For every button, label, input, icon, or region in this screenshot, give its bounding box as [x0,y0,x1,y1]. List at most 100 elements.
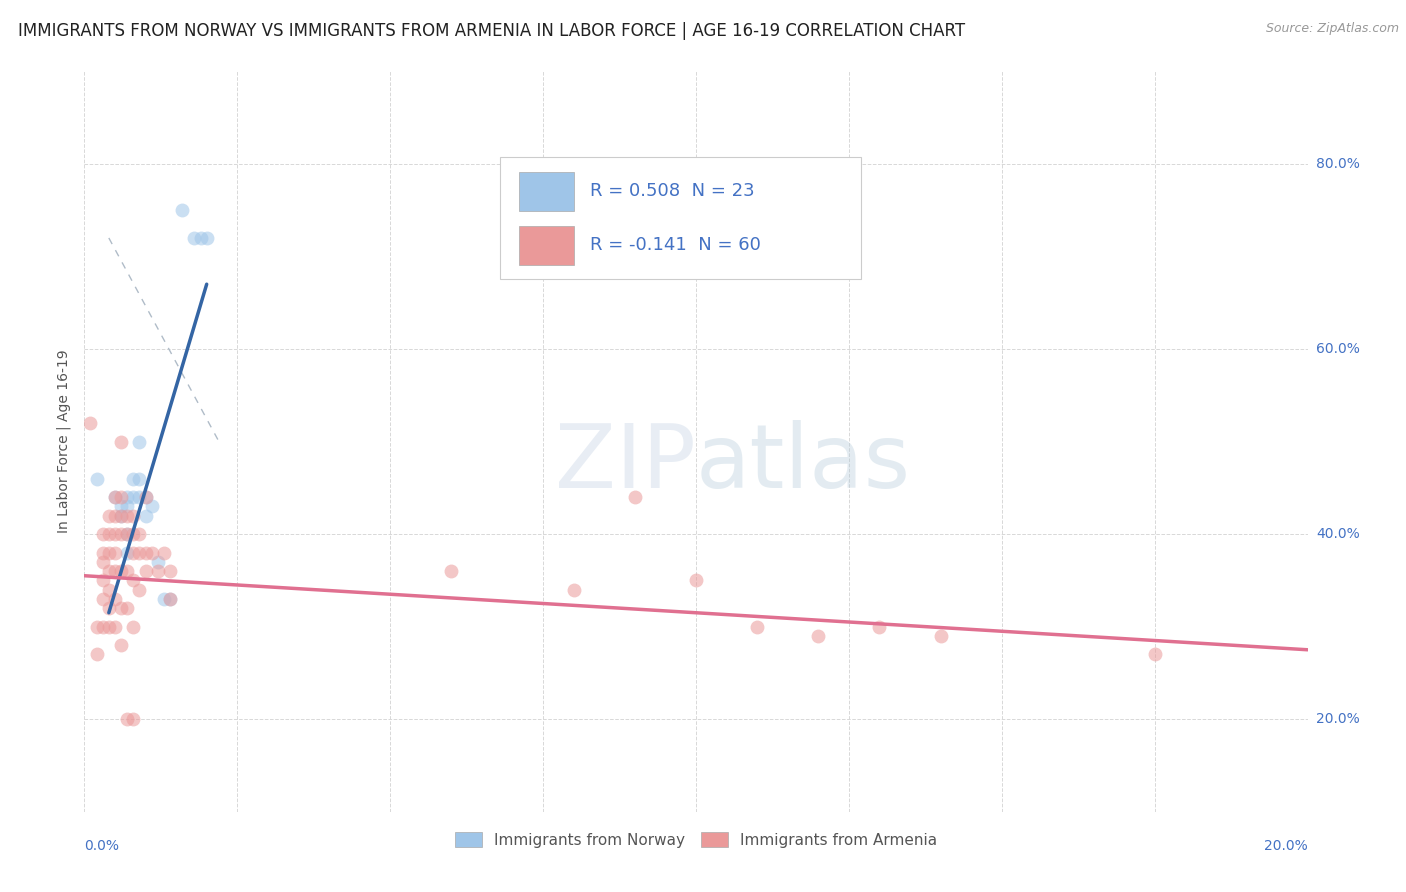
Point [562,582,585,597]
FancyBboxPatch shape [501,156,860,278]
Point [91,574,114,588]
Point [110,601,132,615]
Text: IMMIGRANTS FROM NORWAY VS IMMIGRANTS FROM ARMENIA IN LABOR FORCE | AGE 16-19 COR: IMMIGRANTS FROM NORWAY VS IMMIGRANTS FRO… [18,22,966,40]
Text: 60.0%: 60.0% [1316,342,1360,356]
Point [747,620,769,634]
Point [190,231,212,245]
Point [110,564,132,578]
Point [929,629,952,643]
Point [91,555,114,569]
Point [153,591,176,606]
Point [172,203,194,218]
Point [195,231,218,245]
Point [115,712,138,726]
Point [97,545,120,560]
Point [97,620,120,634]
Point [110,508,132,523]
Point [159,591,181,606]
Point [104,620,127,634]
Point [122,527,145,541]
Point [79,416,101,430]
Point [110,527,132,541]
Point [135,508,157,523]
Point [91,545,114,560]
Point [115,508,138,523]
FancyBboxPatch shape [519,226,574,265]
Point [128,545,150,560]
Point [104,591,127,606]
Text: 20.0%: 20.0% [1316,712,1360,726]
Point [110,638,132,652]
Text: 20.0%: 20.0% [1264,839,1308,854]
Point [146,564,169,578]
Point [104,527,127,541]
Point [122,490,145,504]
Point [115,564,138,578]
Point [122,508,145,523]
Point [91,591,114,606]
Point [115,527,138,541]
Point [110,434,132,449]
Point [91,527,114,541]
Text: 0.0%: 0.0% [84,839,120,854]
Point [128,490,150,504]
Point [122,574,145,588]
Point [1143,648,1166,662]
Y-axis label: In Labor Force | Age 16-19: In Labor Force | Age 16-19 [56,350,72,533]
Point [115,500,138,514]
Legend: Immigrants from Norway, Immigrants from Armenia: Immigrants from Norway, Immigrants from … [450,827,942,852]
Point [128,527,150,541]
Point [110,490,132,504]
Point [122,471,145,485]
Point [141,500,163,514]
Point [122,620,145,634]
Point [86,471,108,485]
Point [115,527,138,541]
Point [141,545,163,560]
Point [122,712,145,726]
Text: R = -0.141  N = 60: R = -0.141 N = 60 [589,236,761,254]
Point [91,620,114,634]
Text: R = 0.508  N = 23: R = 0.508 N = 23 [589,182,754,201]
Point [97,582,120,597]
Text: Source: ZipAtlas.com: Source: ZipAtlas.com [1265,22,1399,36]
Point [135,545,157,560]
Point [128,434,150,449]
Point [183,231,205,245]
Point [97,508,120,523]
Point [159,564,181,578]
Point [135,564,157,578]
Text: atlas: atlas [696,420,911,508]
Text: ZIP: ZIP [555,420,696,508]
Text: 40.0%: 40.0% [1316,527,1360,541]
Point [97,601,120,615]
Text: 80.0%: 80.0% [1316,157,1360,171]
Point [135,490,157,504]
Point [128,471,150,485]
Point [110,500,132,514]
Point [122,545,145,560]
Point [869,620,891,634]
Point [159,591,181,606]
Point [86,648,108,662]
Point [440,564,463,578]
Point [128,582,150,597]
Point [624,490,647,504]
Point [97,564,120,578]
Point [115,490,138,504]
Point [104,490,127,504]
Point [97,527,120,541]
Point [807,629,830,643]
Point [104,490,127,504]
Point [104,508,127,523]
Point [104,564,127,578]
Point [110,508,132,523]
Point [135,490,157,504]
FancyBboxPatch shape [519,172,574,211]
Point [104,545,127,560]
Point [115,545,138,560]
Point [146,555,169,569]
Point [86,620,108,634]
Point [153,545,176,560]
Point [685,574,707,588]
